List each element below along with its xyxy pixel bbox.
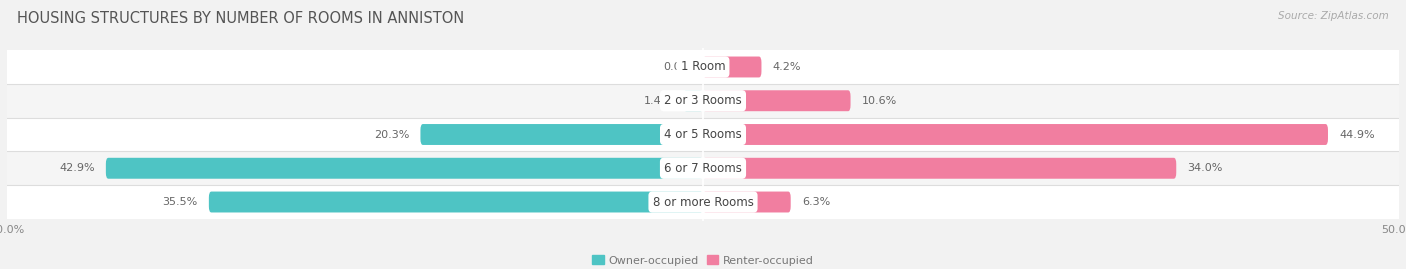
Text: 42.9%: 42.9%: [59, 163, 94, 173]
Text: 1 Room: 1 Room: [681, 61, 725, 73]
FancyBboxPatch shape: [703, 56, 762, 77]
Text: 20.3%: 20.3%: [374, 129, 409, 140]
FancyBboxPatch shape: [703, 192, 790, 213]
Text: 34.0%: 34.0%: [1188, 163, 1223, 173]
Text: Source: ZipAtlas.com: Source: ZipAtlas.com: [1278, 11, 1389, 21]
Bar: [7, 118, 1399, 151]
Text: 2 or 3 Rooms: 2 or 3 Rooms: [664, 94, 742, 107]
Text: 10.6%: 10.6%: [862, 96, 897, 106]
Bar: [7, 151, 1399, 185]
FancyBboxPatch shape: [105, 158, 703, 179]
FancyBboxPatch shape: [420, 124, 703, 145]
FancyBboxPatch shape: [209, 192, 703, 213]
FancyBboxPatch shape: [703, 90, 851, 111]
Text: 0.0%: 0.0%: [664, 62, 692, 72]
Text: 8 or more Rooms: 8 or more Rooms: [652, 196, 754, 208]
Bar: [7, 50, 1399, 84]
Text: 35.5%: 35.5%: [163, 197, 198, 207]
FancyBboxPatch shape: [683, 90, 703, 111]
Text: 1.4%: 1.4%: [644, 96, 672, 106]
FancyBboxPatch shape: [703, 158, 1177, 179]
Text: 4 or 5 Rooms: 4 or 5 Rooms: [664, 128, 742, 141]
Bar: [7, 185, 1399, 219]
Text: 6.3%: 6.3%: [801, 197, 830, 207]
Text: 44.9%: 44.9%: [1339, 129, 1375, 140]
FancyBboxPatch shape: [703, 124, 1329, 145]
Legend: Owner-occupied, Renter-occupied: Owner-occupied, Renter-occupied: [588, 251, 818, 269]
Text: HOUSING STRUCTURES BY NUMBER OF ROOMS IN ANNISTON: HOUSING STRUCTURES BY NUMBER OF ROOMS IN…: [17, 11, 464, 26]
Text: 6 or 7 Rooms: 6 or 7 Rooms: [664, 162, 742, 175]
Text: 4.2%: 4.2%: [773, 62, 801, 72]
Bar: [7, 84, 1399, 118]
